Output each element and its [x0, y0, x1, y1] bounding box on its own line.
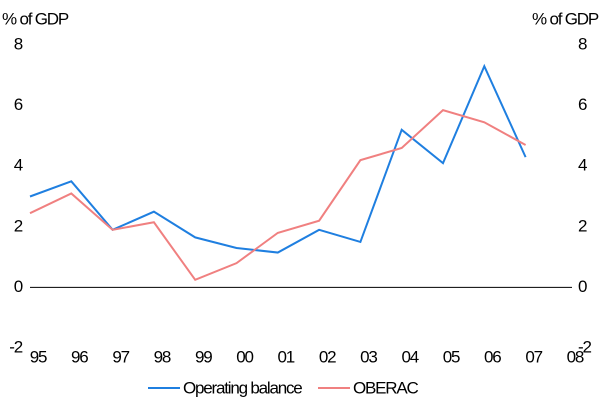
y2-axis-label: % of GDP — [532, 9, 599, 28]
y-tick-label: 6 — [14, 95, 23, 114]
x-tick-label: 04 — [401, 347, 418, 366]
x-tick-label: 95 — [30, 347, 47, 366]
y-axis-label: % of GDP — [2, 9, 69, 28]
x-tick-label: 06 — [484, 347, 501, 366]
y-tick-label: 2 — [14, 216, 23, 235]
y2-tick-label: 2 — [578, 216, 587, 235]
y-tick-label: 0 — [14, 277, 23, 296]
y2-tick-label: -2 — [578, 337, 591, 356]
x-tick-label: 98 — [154, 347, 171, 366]
y-tick-label: 4 — [14, 156, 23, 175]
x-tick-label: 97 — [112, 347, 129, 366]
x-tick-label: 07 — [525, 347, 542, 366]
y-tick-label: -2 — [9, 337, 22, 356]
line-series — [29, 63, 527, 254]
legend-label: OBERAC — [353, 378, 419, 397]
y-tick-label: 8 — [14, 34, 23, 53]
x-tick-label: 05 — [443, 347, 460, 366]
x-tick-label: 03 — [360, 347, 377, 366]
x-tick-label: 08 — [567, 347, 584, 366]
x-tick-label: 00 — [236, 347, 253, 366]
legend-label: Operating balance — [183, 378, 302, 397]
x-tick-label: 02 — [319, 347, 336, 366]
y2-tick-label: 8 — [578, 34, 587, 53]
y2-tick-label: 6 — [578, 95, 587, 114]
y2-tick-label: 0 — [578, 277, 587, 296]
y2-tick-label: 4 — [578, 156, 587, 175]
x-tick-label: 01 — [278, 347, 295, 366]
line-series — [29, 109, 527, 282]
x-tick-label: 99 — [195, 347, 212, 366]
x-tick-label: 96 — [71, 347, 88, 366]
